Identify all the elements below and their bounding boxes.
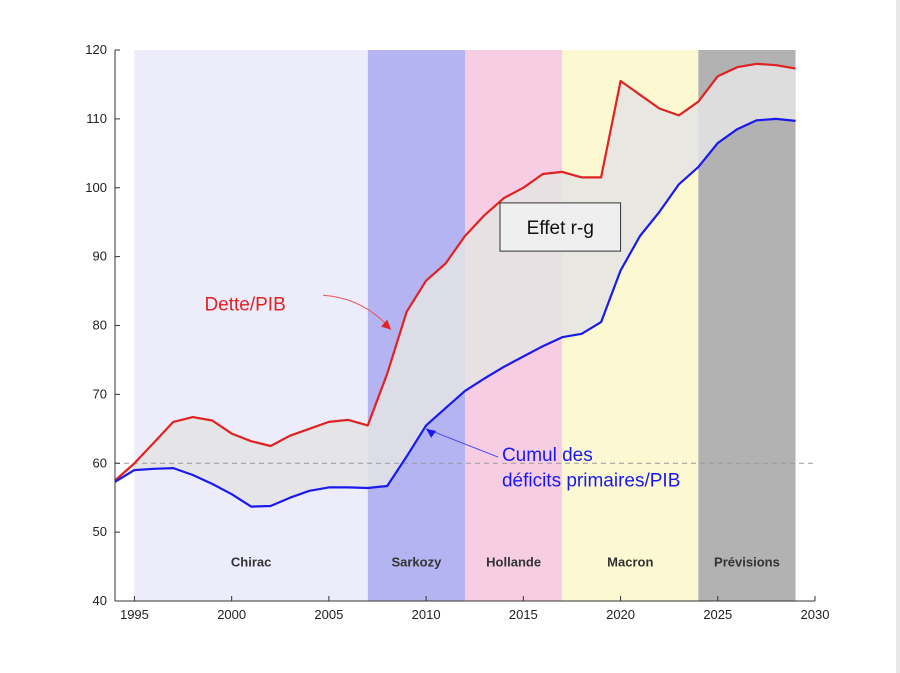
y-tick-label: 110 bbox=[86, 111, 107, 126]
tick-labels: 40 50 60 70 80 90 100 110 120 1995 2000 2005 2010 201… bbox=[85, 42, 829, 622]
y-tick-label: 40 bbox=[93, 593, 107, 608]
effet-rg-fill bbox=[115, 63, 796, 507]
y-tick-label: 90 bbox=[93, 249, 107, 264]
cumul-label-line2: déficits primaires/PIB bbox=[502, 471, 680, 492]
x-tick-label: 2010 bbox=[412, 607, 441, 622]
x-tick-label: 2030 bbox=[801, 607, 830, 622]
period-label-macron: Macron bbox=[607, 555, 653, 570]
y-tick-label: 120 bbox=[85, 42, 107, 57]
period-band-chirac bbox=[134, 50, 368, 601]
x-tick-label: 1995 bbox=[120, 607, 149, 622]
effet-rg-area bbox=[115, 63, 796, 507]
y-tick-label: 80 bbox=[93, 318, 107, 333]
effet-rg-box bbox=[499, 202, 622, 252]
y-tick-label: 70 bbox=[93, 386, 107, 401]
dette-label: Dette/PIB bbox=[204, 294, 285, 315]
cumul-arrowhead bbox=[426, 428, 437, 438]
period-labels: Chirac Sarkozy Hollande Macron Prévisions bbox=[231, 555, 780, 570]
axes bbox=[114, 49, 816, 602]
dette-pib-line bbox=[114, 62, 796, 482]
x-tick-label: 2015 bbox=[509, 607, 538, 622]
dette-arrowhead bbox=[381, 319, 392, 330]
x-tick-label: 2020 bbox=[606, 607, 635, 622]
x-tick-label: 2025 bbox=[703, 607, 732, 622]
x-tick-label: 2000 bbox=[217, 607, 246, 622]
y-tick-label: 100 bbox=[85, 180, 107, 195]
y-tick-label: 50 bbox=[93, 524, 107, 539]
series-lines bbox=[114, 62, 796, 508]
effet-rg-label: Effet r-g bbox=[527, 218, 594, 239]
annotations: Effet r-g Dette/PIB Cumul des déficits p… bbox=[204, 202, 680, 492]
cumul-deficits-line bbox=[114, 117, 796, 508]
period-label-previsions: Prévisions bbox=[714, 555, 780, 570]
period-label-hollande: Hollande bbox=[486, 555, 541, 570]
cumul-label-line1: Cumul des bbox=[502, 445, 593, 466]
cumul-arrow bbox=[425, 428, 499, 458]
y-tick-label: 60 bbox=[93, 455, 107, 470]
period-label-chirac: Chirac bbox=[231, 555, 271, 570]
x-tick-label: 2005 bbox=[314, 607, 343, 622]
period-label-sarkozy: Sarkozy bbox=[391, 555, 442, 570]
right-edge-divider bbox=[896, 0, 900, 673]
